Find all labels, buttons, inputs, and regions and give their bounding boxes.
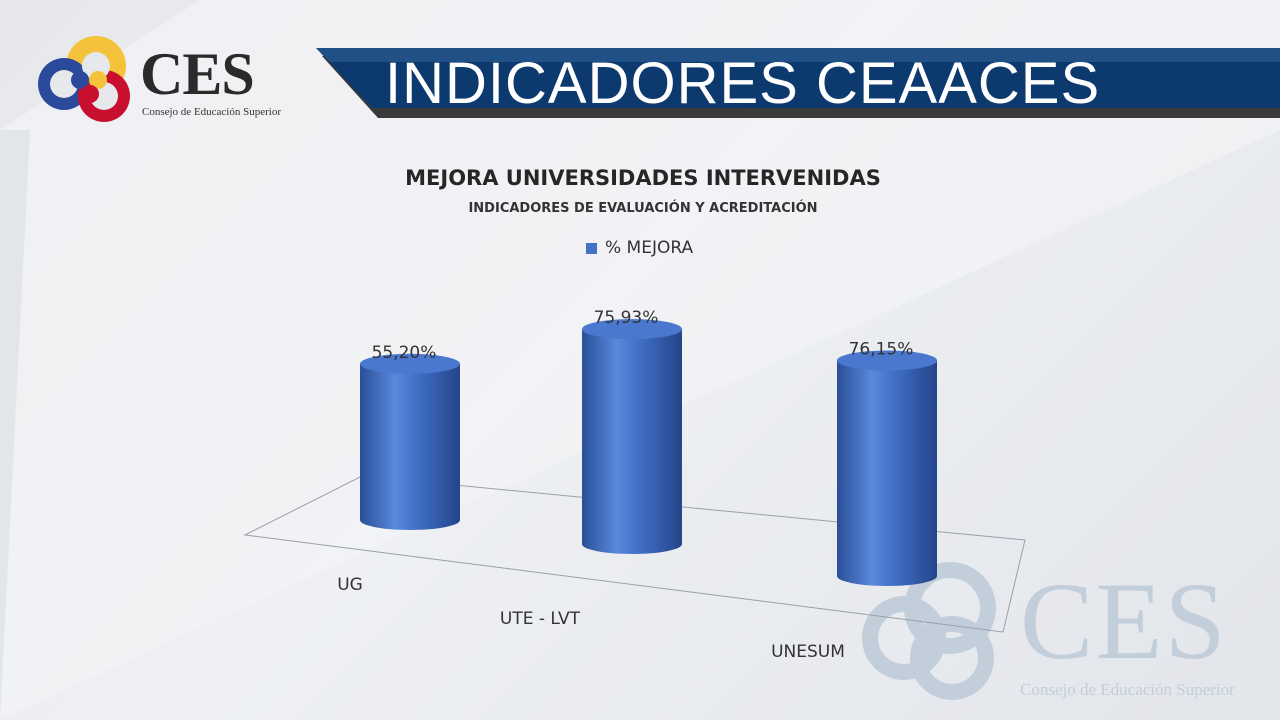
category-label: UTE - LVT bbox=[500, 609, 581, 629]
bar-body bbox=[360, 363, 460, 530]
watermark-logo-icon bbox=[862, 562, 996, 700]
bar-top bbox=[360, 353, 460, 374]
watermark-subtitle: Consejo de Educación Superior bbox=[1020, 680, 1235, 699]
chart-legend: % MEJORA bbox=[586, 238, 693, 258]
header-banner bbox=[316, 48, 1280, 118]
bar-body bbox=[582, 329, 682, 554]
category-label: UNESUM bbox=[771, 642, 845, 662]
chart-subtitle: INDICADORES DE EVALUACIÓN Y ACREDITACIÓN bbox=[468, 201, 818, 216]
page-title: INDICADORES CEAACES bbox=[385, 51, 1101, 116]
bar-2 bbox=[582, 319, 682, 554]
bar-top bbox=[582, 319, 682, 340]
data-label: 55,20% bbox=[372, 343, 437, 363]
bar-3 bbox=[837, 350, 937, 586]
data-label: 76,15% bbox=[849, 339, 914, 359]
logo-text: CES bbox=[140, 41, 255, 107]
bar-1 bbox=[360, 353, 460, 530]
watermark-text: CES bbox=[1020, 560, 1228, 682]
logo-subtitle: Consejo de Educación Superior bbox=[142, 106, 281, 118]
legend-swatch bbox=[586, 242, 597, 254]
ces-logo-icon bbox=[38, 36, 130, 122]
ces-logo: CES Consejo de Educación Superior bbox=[36, 26, 286, 126]
bar-top bbox=[837, 350, 937, 371]
legend-label: % MEJORA bbox=[605, 238, 694, 258]
data-label: 75,93% bbox=[594, 308, 659, 328]
category-label: UG bbox=[337, 575, 363, 595]
bar-body bbox=[837, 360, 937, 586]
chart-title: MEJORA UNIVERSIDADES INTERVENIDAS bbox=[405, 166, 881, 190]
chart-floor bbox=[243, 475, 1026, 633]
ces-watermark: CES Consejo de Educación Superior bbox=[860, 560, 1260, 710]
